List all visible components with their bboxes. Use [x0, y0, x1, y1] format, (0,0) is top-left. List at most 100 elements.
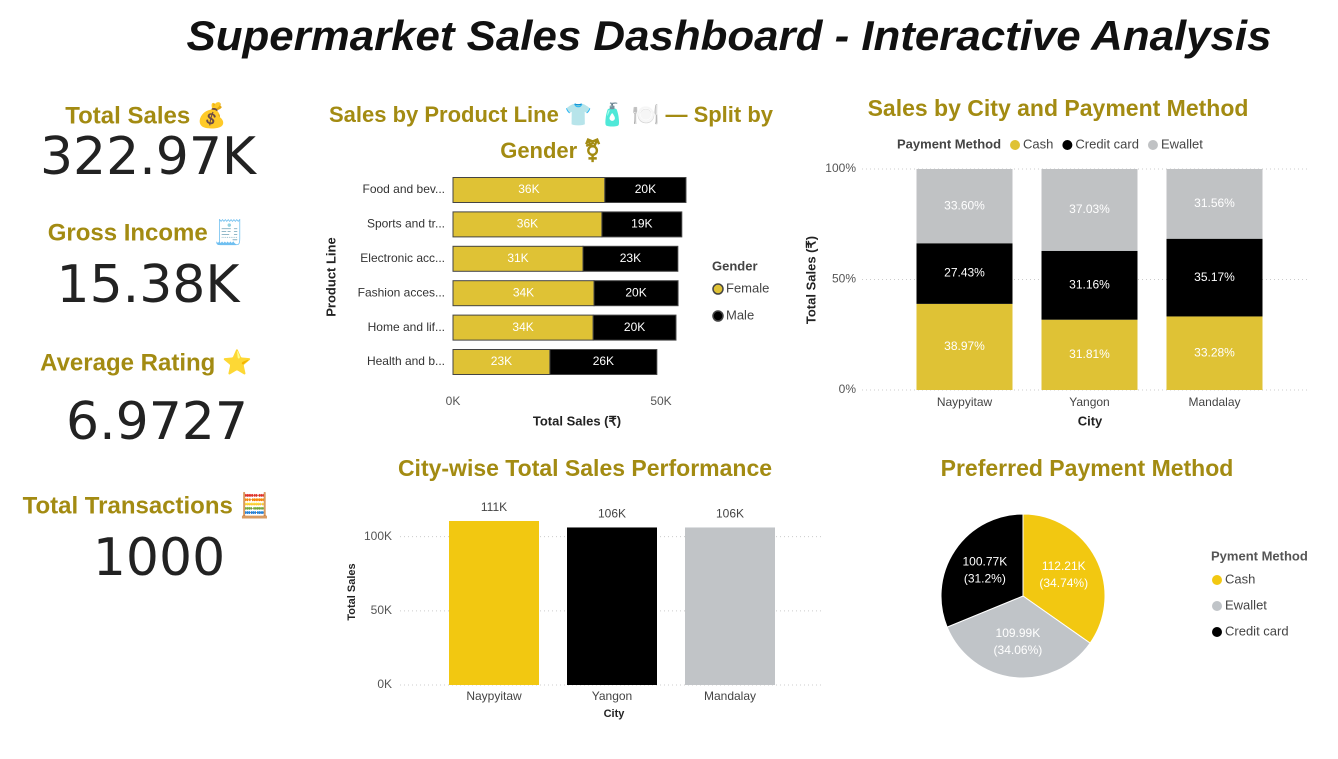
kpi-value: 1000	[93, 528, 225, 588]
data-label: 35.17%	[1194, 270, 1235, 284]
axis-label: 50K	[650, 394, 671, 408]
bar	[449, 520, 539, 685]
legend-label: Ewallet	[1161, 136, 1203, 151]
bar-segment	[593, 280, 679, 307]
data-label: (34.74%)	[1039, 576, 1088, 590]
y-tick-label: Electronic acc...	[360, 251, 445, 265]
data-label: 106K	[716, 507, 744, 521]
axis-label: Yangon	[592, 689, 632, 703]
axis-label: 50%	[832, 272, 856, 286]
axis-label: Naypyitaw	[937, 395, 993, 409]
bar-segment	[1166, 316, 1263, 390]
legend-marker	[1147, 140, 1158, 150]
data-label: 33.60%	[944, 198, 985, 212]
dashboard-title: Supermarket Sales Dashboard - Interactiv…	[187, 12, 1272, 59]
data-label: 20K	[624, 320, 645, 334]
chart-title: Sales by Product Line 👕 🧴 🍽️ — Split by …	[328, 102, 774, 163]
legend-label: Credit card	[1075, 136, 1139, 151]
data-label: 112.21K	[1042, 559, 1086, 573]
chart-title: City-wise Total Sales Performance	[398, 455, 772, 481]
data-label: 37.03%	[1069, 202, 1110, 216]
legend-label: Ewallet	[1225, 597, 1267, 612]
bar-segment	[916, 169, 1013, 244]
axis-label: Yangon	[1069, 395, 1109, 409]
data-label: 31.56%	[1194, 196, 1235, 210]
bar	[685, 527, 775, 685]
data-label: 19K	[631, 217, 652, 231]
bar	[567, 527, 657, 685]
bar-segment	[452, 245, 584, 272]
data-label: 27.43%	[944, 266, 985, 280]
legend-marker	[1212, 601, 1222, 611]
bar-segment	[592, 314, 677, 341]
axis-label: Mandalay	[704, 689, 756, 703]
axis-label: 0K	[446, 394, 461, 408]
legend-label: Male	[726, 307, 754, 322]
kpi-value: 322.97K	[40, 127, 258, 187]
legend-label: Cash	[1225, 571, 1255, 586]
data-label: (34.06%)	[994, 643, 1043, 657]
bar-segment	[452, 177, 606, 203]
bar-segment	[916, 243, 1013, 304]
legend-marker	[712, 310, 724, 322]
data-label: 31K	[507, 251, 528, 265]
legend-title: Pyment Method	[1211, 548, 1308, 563]
axis-title: City	[604, 708, 626, 720]
data-label: 36K	[518, 182, 539, 196]
y-tick-label: Fashion acces...	[358, 285, 445, 299]
data-label: 111K	[481, 500, 507, 514]
legend-label: Credit card	[1225, 623, 1289, 638]
legend-marker	[1212, 575, 1222, 585]
axis-label: 100K	[364, 529, 392, 543]
kpi-value: 6.9727	[66, 392, 248, 452]
axis-label: 0K	[377, 677, 392, 691]
axis-title: City	[1078, 413, 1103, 428]
kpi-label: Average Rating ⭐	[40, 348, 252, 376]
y-tick-label: Health and b...	[367, 354, 445, 368]
bar-segment	[582, 245, 679, 272]
bar-segment	[1041, 250, 1138, 320]
chart-title: Preferred Payment Method	[941, 455, 1234, 481]
data-label: 20K	[635, 182, 656, 196]
legend-marker	[712, 283, 724, 295]
kpi-value: 15.38K	[57, 255, 242, 315]
axis-title: Product Line	[323, 237, 338, 316]
legend-marker	[1062, 140, 1073, 150]
legend-marker	[1212, 627, 1222, 637]
pie-slice	[946, 595, 1091, 679]
kpi-label: Total Sales 💰	[65, 101, 226, 129]
axis-title: Total Sales (₹)	[803, 236, 818, 324]
pie-slice	[940, 513, 1024, 628]
pie-slice	[1022, 513, 1106, 644]
axis-label: 100%	[825, 161, 856, 175]
legend-title: Payment Method	[897, 136, 1001, 151]
axis-label: 50K	[371, 603, 392, 617]
data-label: 100.77K	[962, 555, 1007, 569]
data-label: 20K	[625, 285, 646, 299]
axis-title: Total Sales	[346, 563, 358, 620]
legend-marker	[1010, 140, 1021, 150]
chart-title: Sales by City and Payment Method	[868, 95, 1249, 121]
bar-segment	[916, 303, 1013, 390]
bar-segment	[452, 349, 551, 375]
data-label: 34K	[512, 320, 533, 334]
data-label: 31.16%	[1069, 277, 1110, 291]
bar-segment	[549, 349, 658, 375]
bar-segment	[604, 177, 687, 203]
data-label: 33.28%	[1194, 345, 1235, 359]
axis-label: 0%	[839, 382, 857, 396]
bar-segment	[1041, 169, 1138, 251]
data-label: 109.99K	[996, 626, 1041, 640]
chart-title-box: Sales by Product Line 👕 🧴 🍽️ — Split by …	[328, 102, 774, 163]
kpi-label: Gross Income 🧾	[48, 218, 245, 246]
y-tick-label: Sports and tr...	[367, 217, 445, 231]
data-label: 23K	[620, 251, 641, 265]
data-label: 106K	[598, 507, 626, 521]
data-label: 31.81%	[1069, 347, 1110, 361]
bar-segment	[1041, 319, 1138, 390]
bar-segment	[452, 314, 594, 341]
data-label: 26K	[593, 354, 614, 368]
data-label: 34K	[513, 285, 534, 299]
data-label: 23K	[491, 354, 512, 368]
